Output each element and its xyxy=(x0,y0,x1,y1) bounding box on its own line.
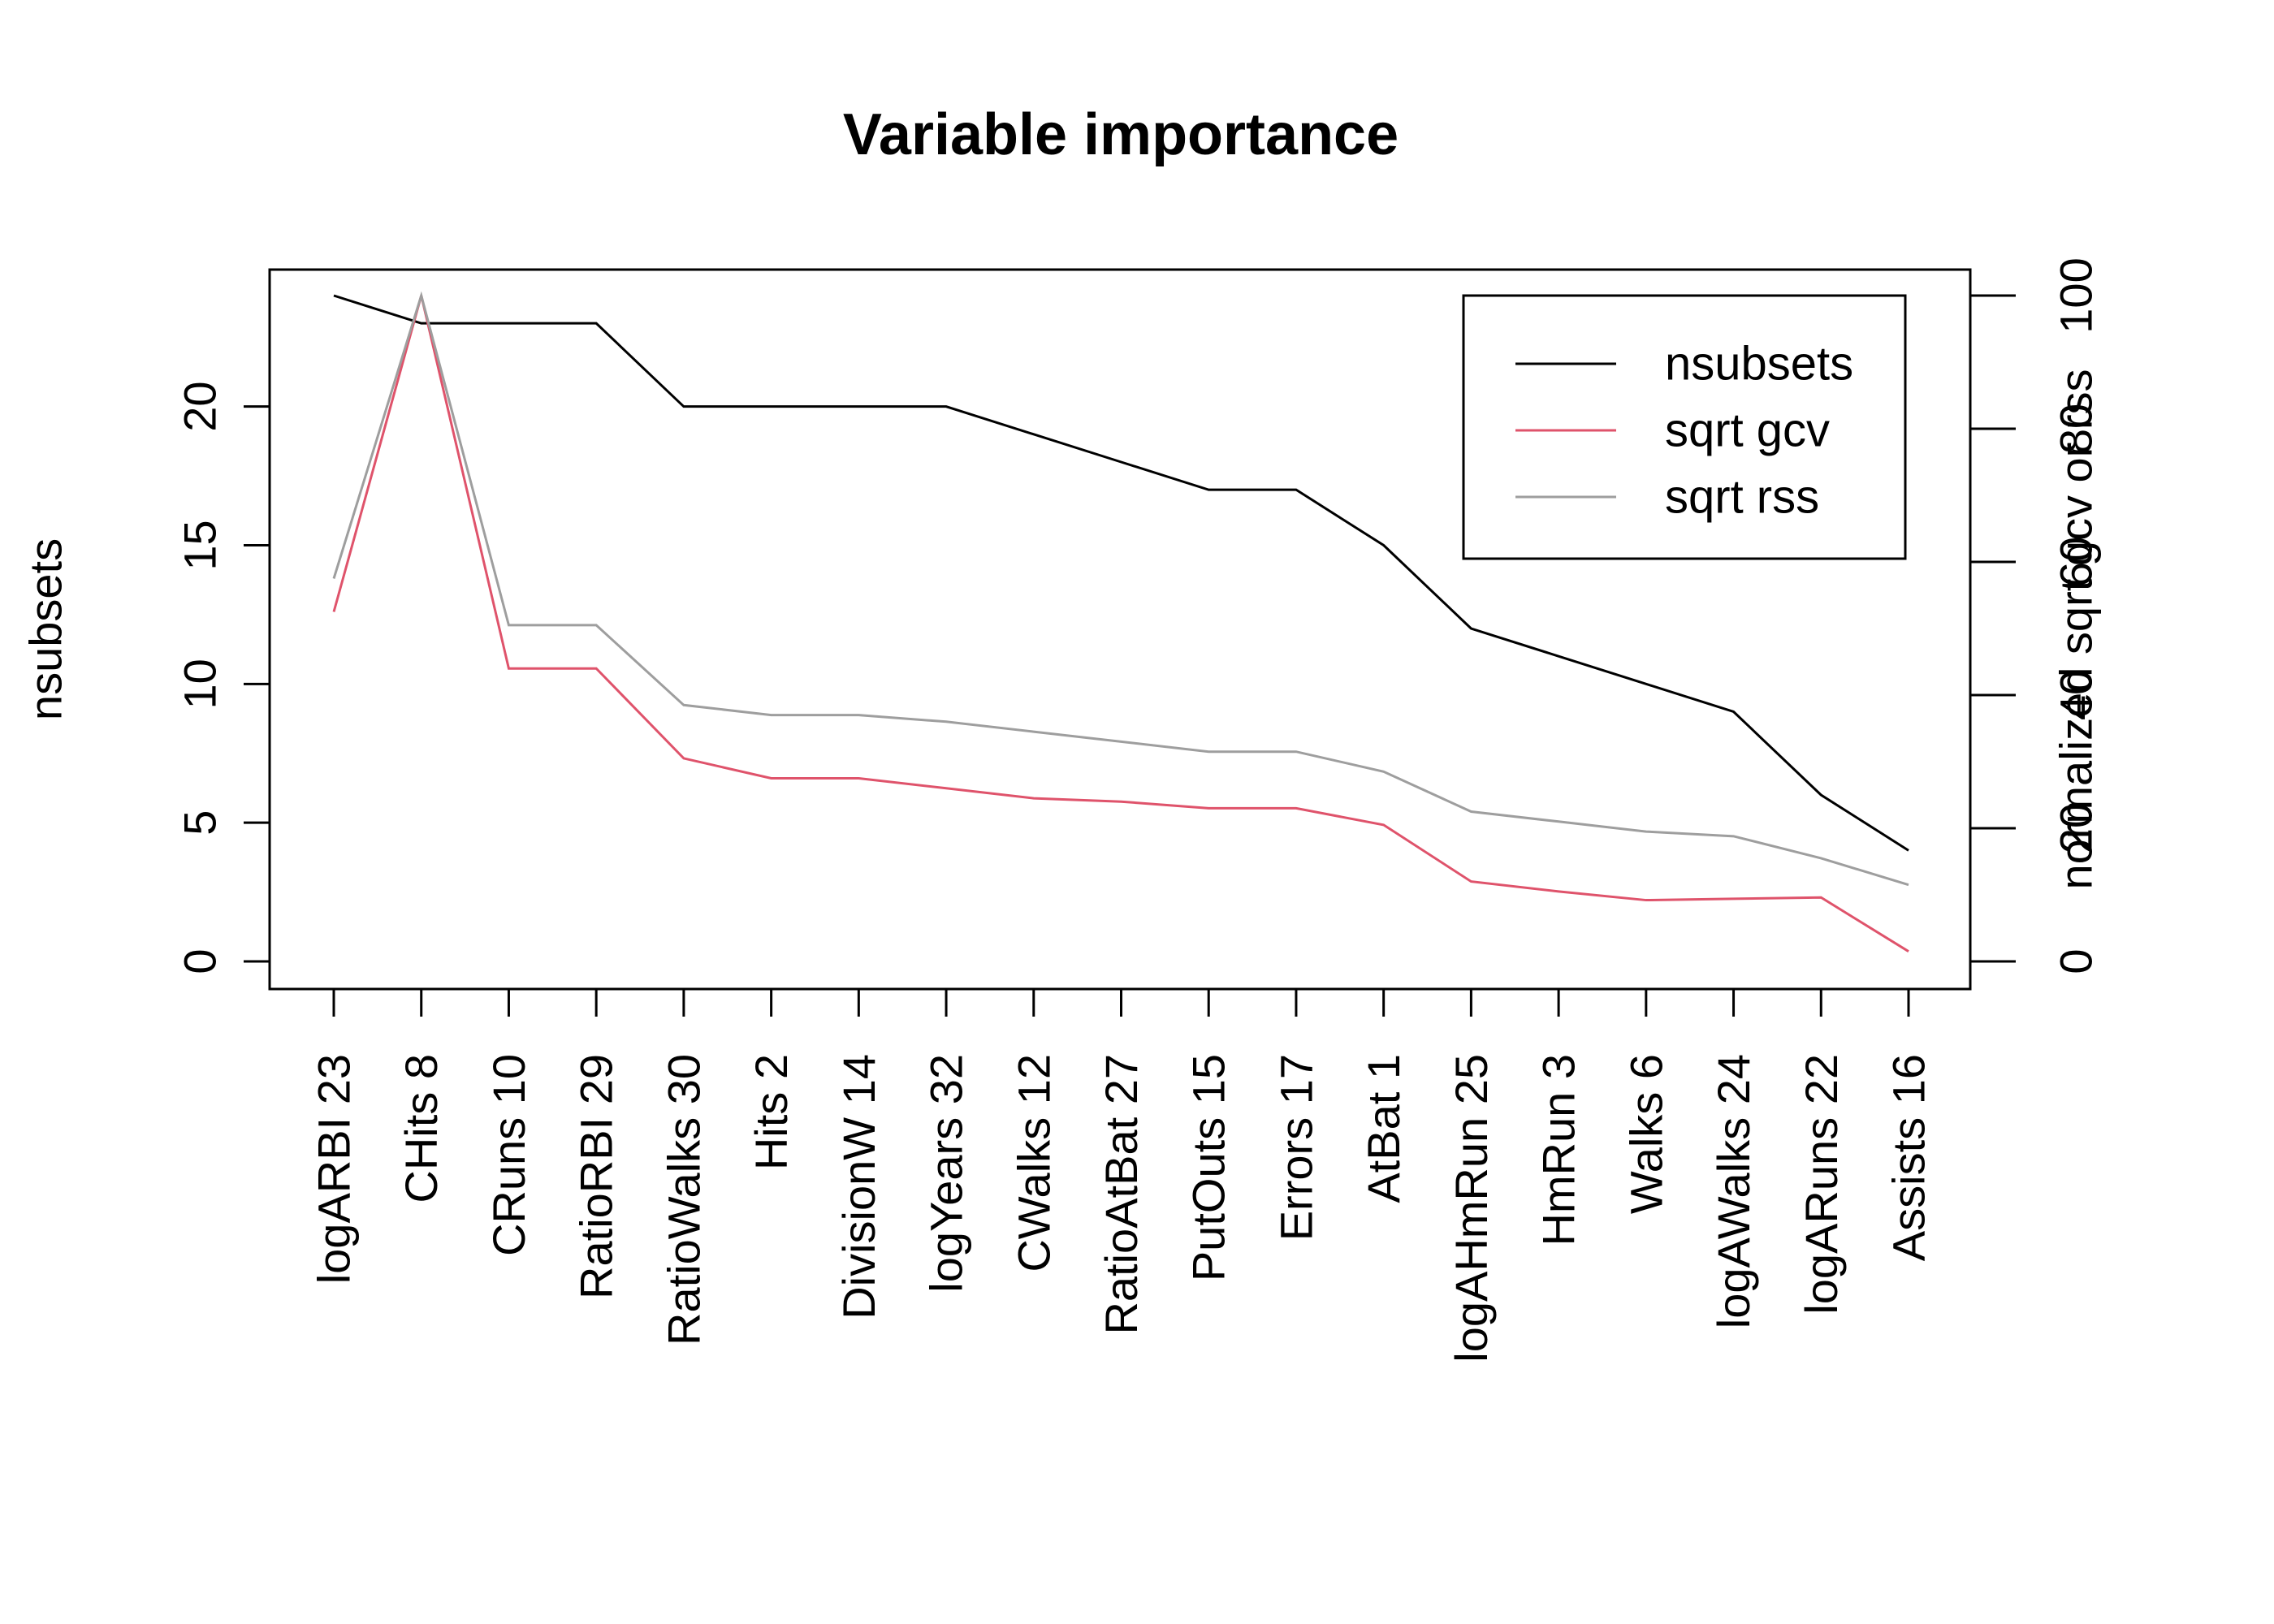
legend-box xyxy=(1462,294,1907,560)
x-tick-label: logYears 32 xyxy=(921,1054,972,1293)
x-tick-label: logAWalks 24 xyxy=(1708,1054,1759,1328)
legend-entry: sqrt gcv xyxy=(1665,404,1830,457)
x-tick-label: HmRun 3 xyxy=(1533,1054,1584,1246)
x-tick-label: RatioWalks 30 xyxy=(658,1054,709,1345)
y-left-tick-label: 5 xyxy=(175,810,226,836)
x-tick-label: PutOuts 15 xyxy=(1183,1054,1234,1281)
y-right-tick-label: 60 xyxy=(2051,537,2102,587)
y-right-tick-label: 40 xyxy=(2051,670,2102,720)
y-right-tick-label: 20 xyxy=(2051,803,2102,853)
legend-entry: nsubsets xyxy=(1665,338,1853,391)
x-tick-label: CHits 8 xyxy=(396,1054,447,1203)
x-tick-label: Hits 2 xyxy=(746,1054,797,1170)
x-tick-label: AtBat 1 xyxy=(1358,1054,1409,1203)
y-axis-label: nsubsets xyxy=(20,538,71,720)
x-tick-label: DivisionW 14 xyxy=(833,1054,884,1320)
x-tick-label: CRuns 10 xyxy=(483,1054,534,1256)
y-right-tick-label: 0 xyxy=(2051,948,2102,974)
chart-title: Variable importance xyxy=(843,102,1399,167)
y-right-tick-label: 80 xyxy=(2051,404,2102,454)
y-axis-label-right: normalized sqrt gcv or rss xyxy=(2051,369,2102,889)
x-tick-label: Assists 16 xyxy=(1883,1054,1935,1261)
y-left-tick-label: 10 xyxy=(175,659,226,709)
x-tick-label: logARuns 22 xyxy=(1796,1054,1847,1315)
x-tick-label: RatioAtBat 27 xyxy=(1096,1054,1147,1335)
legend-entry: sqrt rss xyxy=(1665,471,1819,524)
y-left-tick-label: 20 xyxy=(175,382,226,432)
y-left-tick-label: 15 xyxy=(175,520,226,570)
x-tick-label: Errors 17 xyxy=(1270,1054,1321,1241)
plot-layer: 0 5 10 15 20 0 20 40 60 80 100 nsubsets normalized s… xyxy=(20,257,2102,1362)
y-left-tick-label: 0 xyxy=(175,948,226,974)
x-tick-label: CWalks 12 xyxy=(1008,1054,1059,1272)
x-tick-label: logAHmRun 25 xyxy=(1446,1054,1497,1363)
y-right-tick-label: 100 xyxy=(2051,257,2102,333)
x-tick-label: Walks 6 xyxy=(1620,1054,1671,1214)
x-tick-label: logARBI 23 xyxy=(309,1054,360,1284)
x-tick-label: RatioRBI 29 xyxy=(571,1054,622,1299)
